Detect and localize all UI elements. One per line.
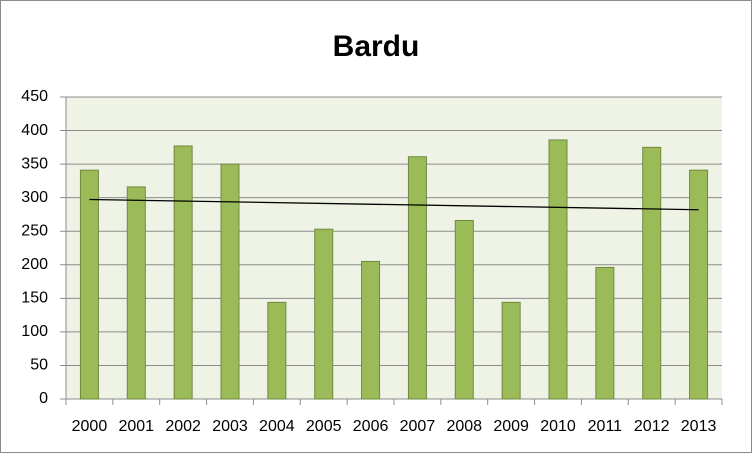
plot-area	[66, 97, 722, 399]
bar	[361, 260, 381, 400]
bar	[126, 186, 146, 400]
x-tick-label: 2004	[259, 418, 295, 435]
bar	[642, 146, 662, 400]
x-tick-label: 2010	[540, 418, 576, 435]
y-tick-label: 0	[39, 390, 48, 407]
bar	[173, 145, 193, 400]
y-tick-label: 200	[21, 256, 48, 273]
bar	[501, 301, 521, 400]
y-tick-label: 150	[21, 290, 48, 307]
y-tick-label: 400	[21, 122, 48, 139]
bar	[220, 163, 240, 400]
bar	[548, 139, 568, 400]
x-tick-label: 2006	[353, 418, 389, 435]
y-tick-label: 250	[21, 222, 48, 239]
trendline	[89, 198, 699, 211]
chart-title: Bardu	[333, 30, 420, 63]
x-tick-label: 2002	[165, 418, 201, 435]
x-tick-label: 2011	[588, 418, 623, 435]
x-tick-label: 2003	[212, 418, 248, 435]
bar	[407, 156, 427, 400]
y-tick-label: 450	[21, 88, 48, 105]
y-tick-label: 100	[21, 323, 48, 340]
bar	[454, 219, 474, 400]
bar	[689, 169, 709, 400]
x-tick-label: 2005	[306, 418, 342, 435]
y-tick-label: 350	[21, 155, 48, 172]
bar	[314, 228, 334, 400]
x-tick-label: 2012	[634, 418, 670, 435]
x-tick-label: 2013	[681, 418, 717, 435]
y-tick-label: 300	[21, 189, 48, 206]
x-tick-label: 2007	[400, 418, 436, 435]
y-tick-label: 50	[30, 357, 48, 374]
x-tick-label: 2001	[118, 418, 154, 435]
bar	[267, 301, 287, 400]
x-tick-label: 2008	[446, 418, 482, 435]
bar	[79, 169, 99, 400]
x-tick-label: 2009	[493, 418, 529, 435]
x-tick-label: 2000	[72, 418, 108, 435]
bar	[595, 266, 615, 400]
